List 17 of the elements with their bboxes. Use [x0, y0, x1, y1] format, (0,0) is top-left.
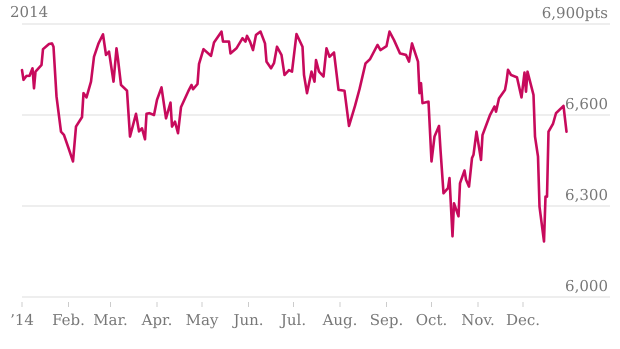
x-tick-label: Jun. [231, 311, 264, 329]
x-tick-label: Oct. [416, 311, 448, 329]
x-tick-label: Nov. [461, 311, 495, 329]
x-tick-label: Sep. [370, 311, 404, 329]
x-tick-label: Mar. [93, 311, 128, 329]
chart-title: 2014 [10, 3, 48, 21]
x-tick-label: ’14 [10, 311, 34, 329]
y-tick-label: 6,000 [565, 277, 608, 295]
x-tick-label: Dec. [506, 311, 540, 329]
y-tick-label: 6,900pts [542, 4, 608, 22]
y-tick-label: 6,300 [565, 186, 608, 204]
y-tick-label: 6,600 [565, 95, 608, 113]
x-tick-label: May [186, 311, 219, 329]
x-tick-label: Aug. [322, 311, 358, 329]
x-tick-label: Feb. [52, 311, 85, 329]
x-tick-label: Apr. [140, 311, 172, 329]
x-tick-label: Jul. [278, 311, 306, 329]
